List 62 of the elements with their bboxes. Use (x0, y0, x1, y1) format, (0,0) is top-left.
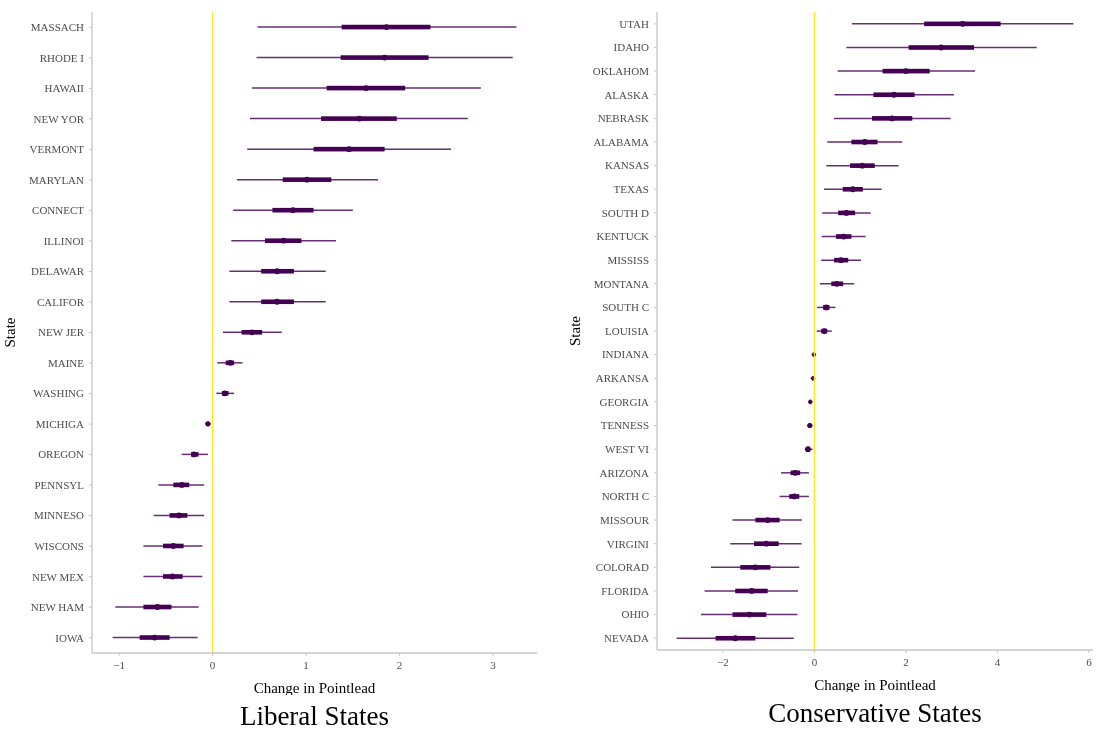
text: Liberal States (238, 700, 391, 733)
x-tick-label: 4 (994, 655, 1001, 668)
y-tick-label: SOUTH D (601, 206, 650, 219)
y-tick-label: IOWA (55, 631, 85, 644)
y-tick-label: NORTH C (601, 490, 649, 503)
y-tick-label: MISSISS (607, 253, 649, 266)
x-tick-label: 0 (209, 658, 216, 671)
y-tick-label: TENNESS (600, 419, 649, 432)
y-tick-label: OKLAHOM (592, 64, 650, 77)
y-tick-label: UTAH (619, 17, 650, 30)
y-tick-label: CALIFOR (36, 295, 85, 308)
y-tick-label: CONNECT (32, 204, 85, 217)
y-tick-label: VERMONT (29, 143, 85, 156)
y-tick-label: NEW JER (38, 326, 85, 339)
y-tick-label: LOUISIA (605, 324, 650, 337)
y-tick-label: ARKANSA (595, 372, 650, 385)
y-tick-label: PENNSYL (34, 478, 85, 491)
y-tick-label: NEVADA (603, 632, 650, 645)
y-tick-label: DELAWAR (31, 265, 85, 278)
x-tick-label: 3 (490, 658, 497, 671)
x-tick-label: 1 (303, 658, 309, 671)
y-tick-label: WISCONS (34, 540, 84, 553)
y-tick-label: NEW MEX (31, 570, 85, 583)
y-tick-label: WASHING (33, 387, 85, 400)
text: Conservative States (767, 697, 983, 730)
y-tick-label: MARYLAN (28, 173, 85, 186)
y-tick-label: OREGON (38, 448, 85, 461)
y-tick-label: NEW YOR (33, 112, 85, 125)
x-tick-label: 6 (1086, 655, 1093, 668)
y-tick-label: ALABAMA (593, 135, 650, 148)
y-axis-title: State (567, 315, 584, 346)
y-tick-label: IDAHO (613, 41, 650, 54)
y-tick-label: ARIZONA (599, 466, 650, 479)
y-tick-label: MISSOUR (600, 513, 650, 526)
x-tick-label: 2 (903, 655, 909, 668)
y-tick-label: OHIO (621, 608, 650, 621)
y-tick-label: FLORIDA (601, 584, 650, 597)
y-tick-label: GEORGIA (599, 395, 650, 408)
y-tick-label: MASSACH (30, 21, 85, 34)
y-tick-label: SOUTH C (602, 301, 649, 314)
x-tick-label: 2 (396, 658, 403, 671)
y-tick-label: ILLINOI (43, 234, 85, 247)
y-tick-label: MONTANA (593, 277, 650, 290)
y-tick-label: COLORAD (595, 561, 650, 574)
y-tick-label: VIRGINI (606, 537, 650, 550)
y-tick-label: ALASKA (604, 88, 650, 101)
y-tick-label: INDIANA (601, 348, 650, 361)
y-tick-label: KENTUCK (596, 230, 650, 243)
y-tick-label: WEST VI (605, 443, 650, 455)
y-tick-label: MINNESO (33, 509, 85, 522)
y-tick-label: RHODE I (39, 51, 85, 64)
x-tick-label: −2 (717, 655, 729, 668)
y-tick-label: TEXAS (613, 183, 649, 196)
y-tick-label: MICHIGA (35, 417, 85, 430)
y-tick-label: NEBRASK (597, 112, 650, 125)
x-tick-label: −1 (113, 658, 125, 671)
x-tick-label: 0 (811, 655, 818, 668)
y-tick-label: KANSAS (604, 159, 649, 172)
y-tick-label: NEW HAM (30, 601, 85, 614)
y-tick-label: HAWAII (44, 82, 85, 95)
y-tick-label: MAINE (47, 356, 85, 369)
y-axis-title: State (2, 317, 19, 348)
